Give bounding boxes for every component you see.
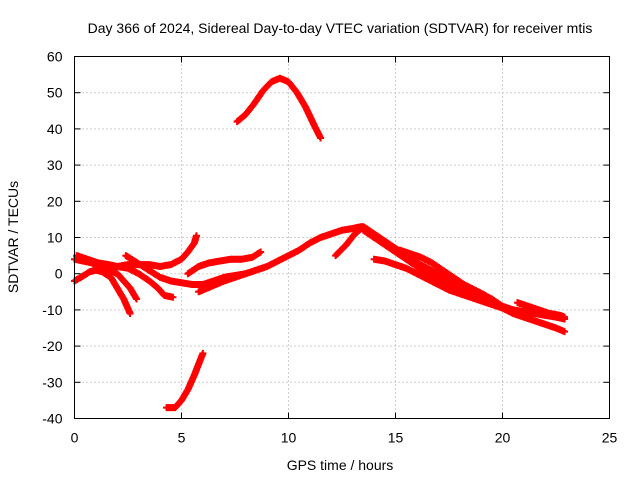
- data-point: [169, 293, 177, 301]
- y-tick-label: -20: [42, 338, 62, 354]
- y-tick-labels: 60 50 40 30 20 10 0 -10 -20 -30 -40: [42, 49, 62, 427]
- data-point: [199, 349, 207, 357]
- data-point: [133, 295, 141, 303]
- data-point: [317, 134, 325, 142]
- series-arc-13: [513, 299, 569, 321]
- x-tick-label: 5: [178, 430, 186, 446]
- series-arc-12: [370, 255, 569, 323]
- y-axis-label: SDTVAR / TECUs: [5, 181, 21, 293]
- x-tick-labels: 0 5 10 15 20 25: [71, 430, 618, 446]
- data-point: [192, 232, 200, 240]
- data-point: [481, 291, 489, 299]
- axis-ticks: [74, 56, 610, 419]
- y-tick-label: 0: [55, 266, 63, 282]
- x-tick-label: 15: [388, 430, 404, 446]
- data-point: [126, 310, 134, 318]
- x-tick-label: 0: [71, 430, 79, 446]
- data-point: [561, 328, 569, 336]
- y-tick-label: 50: [47, 85, 63, 101]
- x-tick-label: 25: [602, 430, 618, 446]
- series-arc-14: [396, 246, 489, 299]
- y-tick-label: -10: [42, 302, 62, 318]
- series-arc-1: [71, 266, 134, 318]
- data-point: [257, 248, 265, 256]
- x-tick-label: 10: [281, 430, 297, 446]
- y-tick-label: 10: [47, 230, 63, 246]
- y-tick-label: -30: [42, 374, 62, 390]
- data-point: [561, 313, 569, 321]
- grid-lines: [74, 56, 610, 419]
- chart-title: Day 366 of 2024, Sidereal Day-to-day VTE…: [88, 20, 593, 36]
- y-tick-label: -40: [42, 411, 62, 427]
- y-tick-label: 20: [47, 193, 63, 209]
- series-arc-6: [184, 248, 265, 278]
- series-arc-7: [163, 349, 207, 412]
- y-tick-label: 40: [47, 121, 63, 137]
- y-tick-label: 30: [47, 157, 63, 173]
- data-points: [71, 74, 569, 412]
- series-arc-9: [195, 223, 365, 296]
- x-tick-label: 20: [495, 430, 511, 446]
- series-arc-8: [233, 74, 325, 142]
- y-tick-label: 60: [47, 49, 63, 65]
- x-axis-label: GPS time / hours: [287, 457, 394, 473]
